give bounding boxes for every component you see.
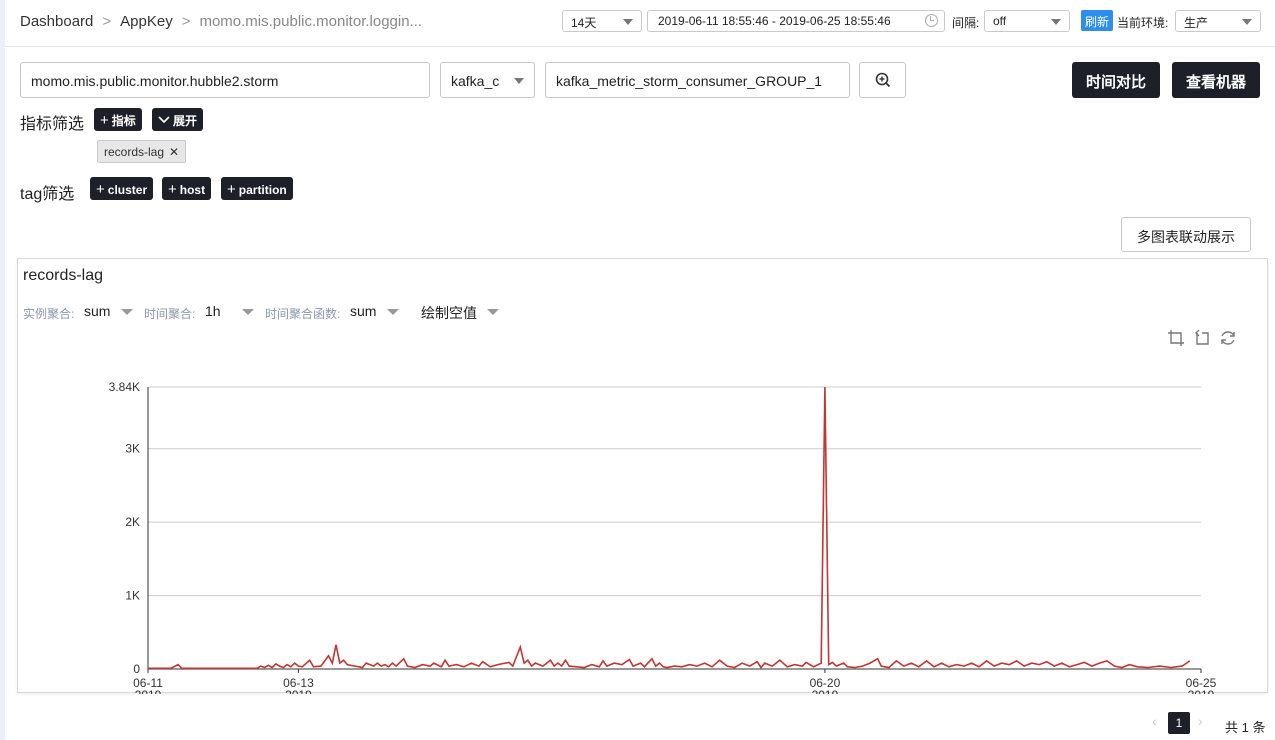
records-lag-series-line	[148, 386, 1191, 670]
type-select-value: kafka_c	[451, 73, 500, 89]
x-tick-year: 2019	[285, 688, 312, 694]
x-tick-label: 06-13	[283, 676, 314, 690]
selected-metric-tag: records-lag ✕	[97, 140, 187, 163]
appkey-input[interactable]: momo.mis.public.monitor.hubble2.storm	[20, 62, 430, 98]
time-agg-select[interactable]: 1h	[205, 303, 221, 319]
chevron-down-icon	[158, 116, 170, 124]
crop-icon[interactable]	[1167, 329, 1185, 347]
refresh-icon[interactable]	[1219, 329, 1237, 347]
x-tick-year: 2019	[135, 688, 162, 694]
view-machines-button[interactable]: 查看机器	[1172, 62, 1260, 98]
type-select[interactable]: kafka_c	[440, 62, 535, 98]
breadcrumb-dashboard[interactable]: Dashboard	[20, 13, 94, 30]
chevron-down-icon	[1242, 19, 1252, 25]
metric-filter-label: 指标筛选	[20, 116, 85, 133]
chart-title: records-lag	[23, 267, 104, 284]
tag-partition-label: partition	[238, 183, 287, 197]
metric-input[interactable]: kafka_metric_storm_consumer_GROUP_1	[545, 62, 850, 98]
plus-icon: +	[96, 181, 105, 198]
metric-input-value: kafka_metric_storm_consumer_GROUP_1	[556, 73, 823, 89]
plus-icon: +	[227, 181, 236, 198]
x-tick-label: 06-20	[810, 676, 841, 690]
instance-agg-select[interactable]: sum	[84, 303, 111, 319]
chevron-down-icon	[514, 78, 524, 84]
x-tick-year: 2019	[1188, 688, 1215, 694]
instance-agg-label: 实例聚合:	[23, 307, 75, 321]
y-tick-label: 2K	[125, 515, 140, 529]
env-label: 当前环境:	[1117, 16, 1169, 30]
interval-select[interactable]: off	[984, 10, 1070, 32]
time-agg-label: 时间聚合:	[144, 307, 196, 321]
expand-label: 展开	[173, 114, 198, 128]
breadcrumb-separator: >	[102, 13, 112, 30]
y-tick-label: 0	[133, 662, 140, 676]
breadcrumb-appkey[interactable]: AppKey	[120, 13, 173, 30]
add-metric-label: 指标	[111, 114, 136, 128]
time-compare-button[interactable]: 时间对比	[1072, 62, 1160, 98]
chevron-down-icon[interactable]	[121, 309, 133, 315]
tag-filter-label: tag筛选	[20, 186, 75, 203]
breadcrumb: Dashboard > AppKey > momo.mis.public.monitor…	[20, 13, 422, 30]
range-select[interactable]: 14天	[562, 10, 642, 32]
search-button[interactable]	[859, 62, 906, 98]
left-strip	[0, 0, 5, 740]
interval-select-value: off	[993, 14, 1007, 28]
y-tick-label: 3.84K	[109, 380, 140, 394]
y-tick-label: 1K	[125, 589, 140, 603]
pager-current-page[interactable]: 1	[1168, 712, 1190, 734]
appkey-input-value: momo.mis.public.monitor.hubble2.storm	[31, 73, 279, 89]
tag-cluster-label: cluster	[107, 183, 148, 197]
x-tick-year: 2019	[812, 688, 839, 694]
tag-cluster-button[interactable]: + cluster	[90, 177, 154, 200]
draw-null-select[interactable]: 绘制空值	[421, 305, 477, 321]
interval-label: 间隔:	[952, 16, 980, 30]
tag-host-label: host	[179, 183, 206, 197]
top-bar: Dashboard > AppKey > momo.mis.public.monitor…	[5, 0, 1275, 47]
x-tick-label: 06-11	[133, 676, 163, 690]
clock-icon	[925, 14, 938, 27]
y-tick-label: 3K	[125, 442, 140, 456]
chevron-down-icon[interactable]	[242, 309, 254, 315]
time-func-select[interactable]: sum	[350, 303, 377, 319]
linked-charts-button[interactable]: 多图表联动展示	[1121, 217, 1251, 252]
x-tick-label: 06-25	[1186, 676, 1217, 690]
chevron-down-icon[interactable]	[487, 309, 499, 315]
pager-total: 共 1 条	[1225, 720, 1266, 735]
expand-button[interactable]: 展开	[152, 108, 204, 131]
chevron-down-icon	[1051, 19, 1061, 25]
undo-crop-icon[interactable]	[1193, 329, 1211, 347]
time-func-label: 时间聚合函数:	[265, 307, 341, 321]
chevron-down-icon	[623, 19, 633, 25]
tag-host-button[interactable]: + host	[162, 177, 212, 200]
pager-next-button[interactable]: ›	[1198, 713, 1203, 729]
zoom-in-icon	[875, 72, 891, 88]
env-select[interactable]: 生产	[1175, 10, 1261, 32]
range-select-value: 14天	[571, 16, 597, 30]
add-metric-button[interactable]: + 指标	[94, 108, 142, 131]
breadcrumb-current: momo.mis.public.monitor.loggin...	[199, 13, 423, 30]
selected-metric-label: records-lag	[104, 145, 165, 159]
date-range-value: 2019-06-11 18:55:46 - 2019-06-25 18:55:4…	[658, 14, 891, 28]
chevron-down-icon[interactable]	[387, 309, 399, 315]
chart-card: records-lag 实例聚合: sum 时间聚合: 1h 时间聚合函数: s…	[17, 258, 1269, 694]
pager-prev-button[interactable]: ‹	[1152, 713, 1157, 729]
tag-partition-button[interactable]: + partition	[221, 177, 293, 200]
date-range-picker[interactable]: 2019-06-11 18:55:46 - 2019-06-25 18:55:4…	[647, 10, 945, 32]
breadcrumb-separator: >	[181, 13, 191, 30]
refresh-button[interactable]: 刷新	[1081, 10, 1113, 31]
plus-icon: +	[100, 112, 109, 129]
close-icon[interactable]: ✕	[169, 145, 180, 159]
env-select-value: 生产	[1184, 16, 1209, 30]
plus-icon: +	[168, 181, 177, 198]
